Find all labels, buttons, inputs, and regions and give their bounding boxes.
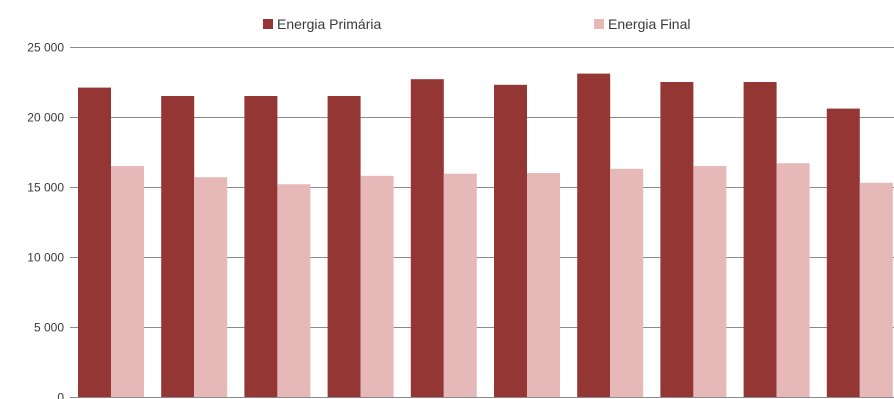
bar-energia-primaria: [660, 82, 694, 397]
legend-swatch-primaria: [263, 19, 273, 29]
bar-energia-primaria: [244, 96, 278, 397]
y-tick-label: 0: [57, 391, 64, 399]
bar-energia-primaria: [327, 96, 361, 397]
bar-energia-primaria: [410, 79, 444, 397]
bar-energia-final: [111, 166, 144, 397]
legend-label-final: Energia Final: [608, 16, 691, 32]
bar-energia-primaria: [826, 108, 860, 397]
y-tick-label: 10 000: [27, 251, 64, 265]
bar-energia-final: [277, 184, 311, 397]
bar-energia-final: [527, 173, 560, 397]
bar-energia-primaria: [78, 87, 111, 397]
bar-energia-primaria: [577, 73, 611, 397]
y-tick-label: 25 000: [27, 41, 64, 55]
legend-swatch-final: [594, 19, 604, 29]
bar-energia-final: [859, 182, 893, 397]
bar-energia-final: [194, 177, 228, 397]
bar-energia-primaria: [161, 96, 195, 397]
y-tick-label: 15 000: [27, 181, 64, 195]
bar-energia-final: [610, 168, 644, 397]
chart-legend: Energia Primária Energia Final: [0, 16, 894, 36]
bar-energia-primaria: [743, 82, 777, 397]
legend-item-final: Energia Final: [594, 16, 691, 32]
legend-label-primaria: Energia Primária: [277, 16, 382, 32]
bar-energia-final: [443, 173, 477, 397]
bar-energia-final: [360, 175, 394, 397]
legend-item-primaria: Energia Primária: [263, 16, 381, 32]
bar-energia-final: [776, 163, 810, 397]
y-tick-label: 20 000: [27, 111, 64, 125]
bar-energia-final: [693, 166, 727, 397]
bar-energia-primaria: [494, 84, 527, 398]
y-tick-label: 5 000: [34, 321, 64, 335]
